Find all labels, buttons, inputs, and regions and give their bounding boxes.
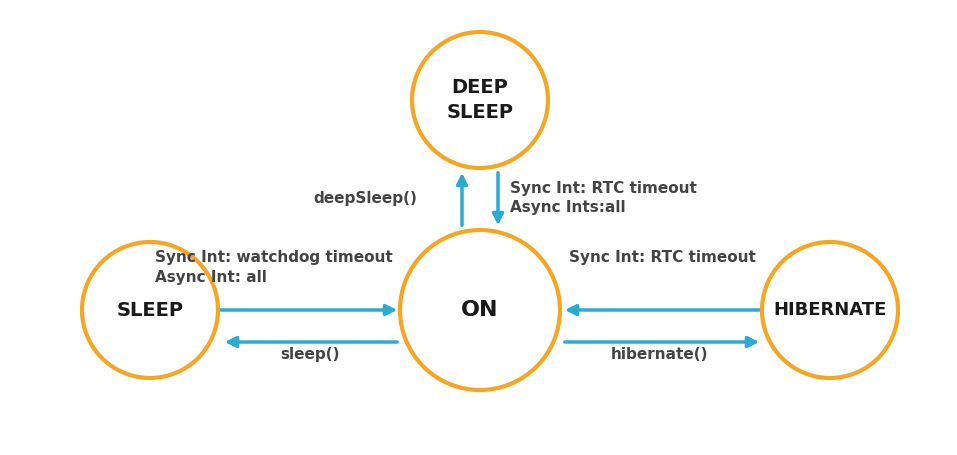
Text: DEEP
SLEEP: DEEP SLEEP <box>447 78 514 122</box>
Text: Sync Int: RTC timeout
Async Ints:all: Sync Int: RTC timeout Async Ints:all <box>510 181 697 215</box>
Circle shape <box>412 32 548 168</box>
FancyArrowPatch shape <box>568 306 759 314</box>
FancyArrowPatch shape <box>229 338 397 346</box>
Text: Sync Int: RTC timeout: Sync Int: RTC timeout <box>568 250 755 265</box>
Circle shape <box>82 242 218 378</box>
Text: SLEEP: SLEEP <box>117 300 184 319</box>
Text: ON: ON <box>461 300 499 320</box>
Text: hibernate(): hibernate() <box>612 347 709 362</box>
FancyArrowPatch shape <box>565 338 755 346</box>
Circle shape <box>400 230 560 390</box>
Text: Sync Int: watchdog timeout
Async Int: all: Sync Int: watchdog timeout Async Int: al… <box>155 250 392 285</box>
Circle shape <box>762 242 898 378</box>
FancyArrowPatch shape <box>221 306 393 314</box>
FancyArrowPatch shape <box>494 173 502 221</box>
Text: sleep(): sleep() <box>280 347 340 362</box>
Text: HIBERNATE: HIBERNATE <box>773 301 887 319</box>
Text: deepSleep(): deepSleep() <box>313 191 417 206</box>
FancyArrowPatch shape <box>457 177 466 225</box>
